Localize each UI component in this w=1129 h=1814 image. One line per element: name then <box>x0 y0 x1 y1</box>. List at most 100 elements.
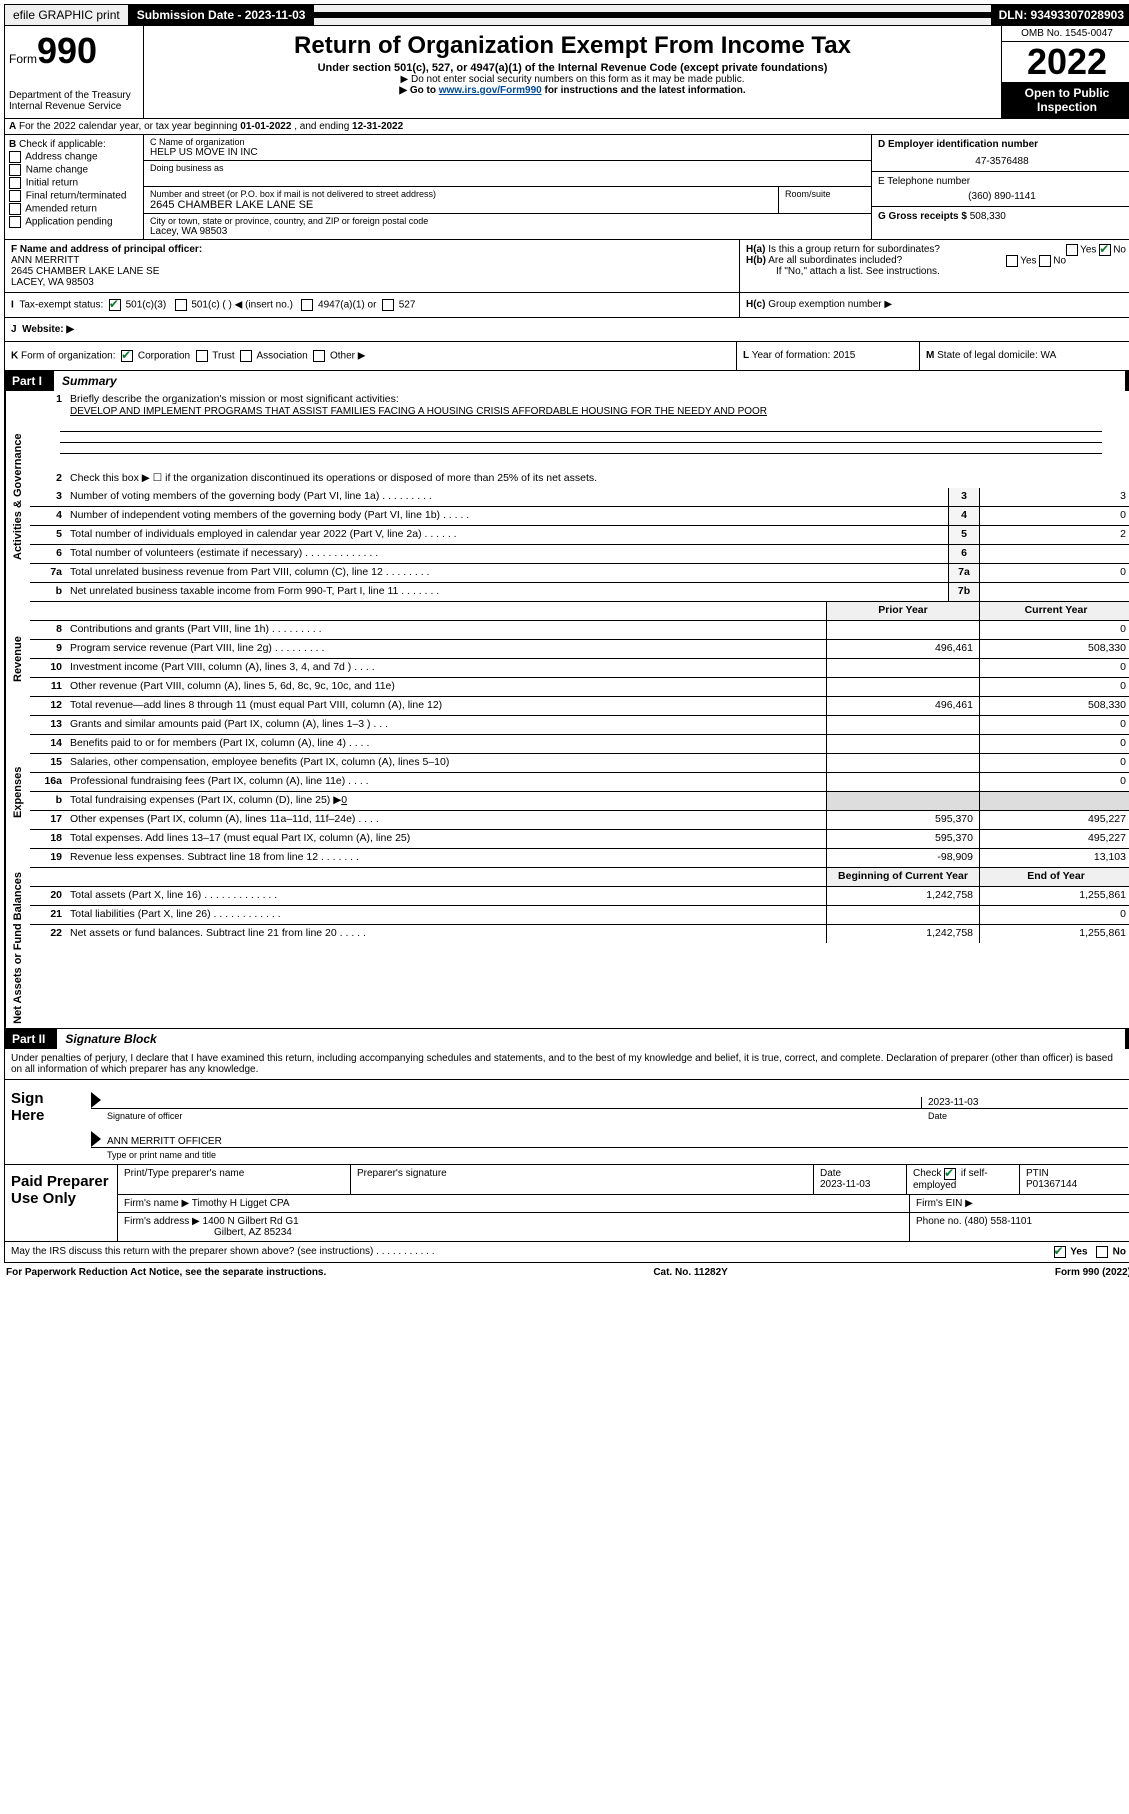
part2-header: Part II Signature Block <box>4 1029 1129 1049</box>
f-label: F Name and address of principal officer: <box>11 244 202 255</box>
arrow-icon <box>91 1131 101 1147</box>
line16b-curr-shaded <box>979 792 1129 810</box>
line16b: Total fundraising expenses (Part IX, col… <box>66 792 826 810</box>
efile-label: efile GRAPHIC print <box>5 5 129 25</box>
officer-addr1: 2645 CHAMBER LAKE LANE SE <box>11 266 159 277</box>
footer-catno: Cat. No. 11282Y <box>653 1267 727 1278</box>
line21-curr: 0 <box>979 906 1129 924</box>
begin-year-header: Beginning of Current Year <box>826 868 979 886</box>
line11-curr: 0 <box>979 678 1129 696</box>
sig-officer-label: Signature of officer <box>107 1111 922 1121</box>
hb-note: If "No," attach a list. See instructions… <box>746 266 940 277</box>
ptin-label: PTIN <box>1026 1168 1049 1179</box>
cb-app-pending[interactable]: Application pending <box>9 216 139 228</box>
cb-final-return[interactable]: Final return/terminated <box>9 190 139 202</box>
line9: Program service revenue (Part VIII, line… <box>66 640 826 658</box>
form-note2: ▶ Go to www.irs.gov/Form990 for instruct… <box>152 85 993 96</box>
g-label: G Gross receipts $ <box>878 211 967 222</box>
footer-paperwork: For Paperwork Reduction Act Notice, see … <box>6 1267 326 1278</box>
line19-curr: 13,103 <box>979 849 1129 867</box>
line10-prior <box>826 659 979 677</box>
discuss-label: May the IRS discuss this return with the… <box>11 1246 1054 1258</box>
form-note1: ▶ Do not enter social security numbers o… <box>152 74 993 85</box>
line18-curr: 495,227 <box>979 830 1129 848</box>
cb-4947[interactable] <box>301 299 313 311</box>
section-c: C Name of organization HELP US MOVE IN I… <box>144 135 871 239</box>
cb-amended[interactable]: Amended return <box>9 203 139 215</box>
line15: Salaries, other compensation, employee b… <box>66 754 826 772</box>
section-l: L Year of formation: 2015 <box>736 342 919 370</box>
summary-expenses: Expenses 13Grants and similar amounts pa… <box>4 716 1129 868</box>
line12-prior: 496,461 <box>826 697 979 715</box>
line8: Contributions and grants (Part VIII, lin… <box>66 621 826 639</box>
line15-curr: 0 <box>979 754 1129 772</box>
firm-phone-label: Phone no. <box>916 1216 962 1227</box>
discuss-no-cb[interactable] <box>1096 1246 1108 1258</box>
form-number: 990 <box>37 30 97 71</box>
line13-prior <box>826 716 979 734</box>
form-number-box: Form990 Department of the Treasury Inter… <box>5 26 144 118</box>
j-label: Website: ▶ <box>22 324 74 335</box>
section-m: M State of legal domicile: WA <box>919 342 1129 370</box>
org-city: Lacey, WA 98503 <box>150 226 865 237</box>
line4-val: 0 <box>979 507 1129 525</box>
city-label: City or town, state or province, country… <box>150 216 865 226</box>
section-b: B Check if applicable: Address change Na… <box>5 135 144 239</box>
irs-label: Internal Revenue Service <box>9 101 139 112</box>
cb-name-change[interactable]: Name change <box>9 164 139 176</box>
room-label: Room/suite <box>785 189 865 199</box>
i-label: Tax-exempt status: <box>19 300 103 311</box>
part1-title: Summary <box>54 371 1125 391</box>
irs-discuss-row: May the IRS discuss this return with the… <box>4 1242 1129 1263</box>
year-formation: 2015 <box>833 350 855 361</box>
line8-curr: 0 <box>979 621 1129 639</box>
year-box: OMB No. 1545-0047 2022 Open to Public In… <box>1001 26 1129 118</box>
part1-label: Part I <box>12 374 54 388</box>
cb-501c[interactable] <box>175 299 187 311</box>
cb-527[interactable] <box>382 299 394 311</box>
cb-trust[interactable] <box>196 350 208 362</box>
line18: Total expenses. Add lines 13–17 (must eq… <box>66 830 826 848</box>
section-klm: K Form of organization: Corporation Trus… <box>4 342 1129 371</box>
m-label: State of legal domicile: <box>937 350 1038 361</box>
vtab-revenue: Revenue <box>5 602 30 716</box>
discuss-yes-cb[interactable] <box>1054 1246 1066 1258</box>
name-title-label: Type or print name and title <box>91 1150 1128 1160</box>
line19: Revenue less expenses. Subtract line 18 … <box>66 849 826 867</box>
part1-header: Part I Summary <box>4 371 1129 391</box>
cb-other[interactable] <box>313 350 325 362</box>
line8-prior <box>826 621 979 639</box>
hb-no-cb[interactable] <box>1039 255 1051 267</box>
line11-prior <box>826 678 979 696</box>
line20: Total assets (Part X, line 16) . . . . .… <box>66 887 826 905</box>
line17-prior: 595,370 <box>826 811 979 829</box>
firm-name-label: Firm's name ▶ <box>124 1198 189 1209</box>
firm-addr1: 1400 N Gilbert Rd G1 <box>203 1216 299 1227</box>
officer-addr2: LACEY, WA 98503 <box>11 277 94 288</box>
line11: Other revenue (Part VIII, column (A), li… <box>66 678 826 696</box>
hc-label: Group exemption number ▶ <box>768 299 892 310</box>
line16a: Professional fundraising fees (Part IX, … <box>66 773 826 791</box>
form-prefix: Form <box>9 52 37 66</box>
cb-corp[interactable] <box>121 350 133 362</box>
dept-treasury: Department of the Treasury <box>9 90 139 101</box>
cb-initial-return[interactable]: Initial return <box>9 177 139 189</box>
line5-val: 2 <box>979 526 1129 544</box>
open-public-label: Open to Public Inspection <box>1002 82 1129 118</box>
cb-assoc[interactable] <box>240 350 252 362</box>
cb-address-change[interactable]: Address change <box>9 151 139 163</box>
ha-label: Is this a group return for subordinates? <box>768 244 940 255</box>
d-label: D Employer identification number <box>878 139 1038 150</box>
irs-link[interactable]: www.irs.gov/Form990 <box>439 85 542 96</box>
cb-501c3[interactable] <box>109 299 121 311</box>
addr-label: Number and street (or P.O. box if mail i… <box>150 189 772 199</box>
section-i: I Tax-exempt status: 501(c)(3) 501(c) ( … <box>5 293 740 317</box>
current-year-header: Current Year <box>979 602 1129 620</box>
self-employed-cb[interactable] <box>944 1168 956 1180</box>
ha-yes-cb[interactable] <box>1066 244 1078 256</box>
hb-yes-cb[interactable] <box>1006 255 1018 267</box>
form-title-box: Return of Organization Exempt From Incom… <box>144 26 1001 118</box>
omb-number: OMB No. 1545-0047 <box>1002 26 1129 42</box>
ha-no-cb[interactable] <box>1099 244 1111 256</box>
domicile-state: WA <box>1041 350 1057 361</box>
